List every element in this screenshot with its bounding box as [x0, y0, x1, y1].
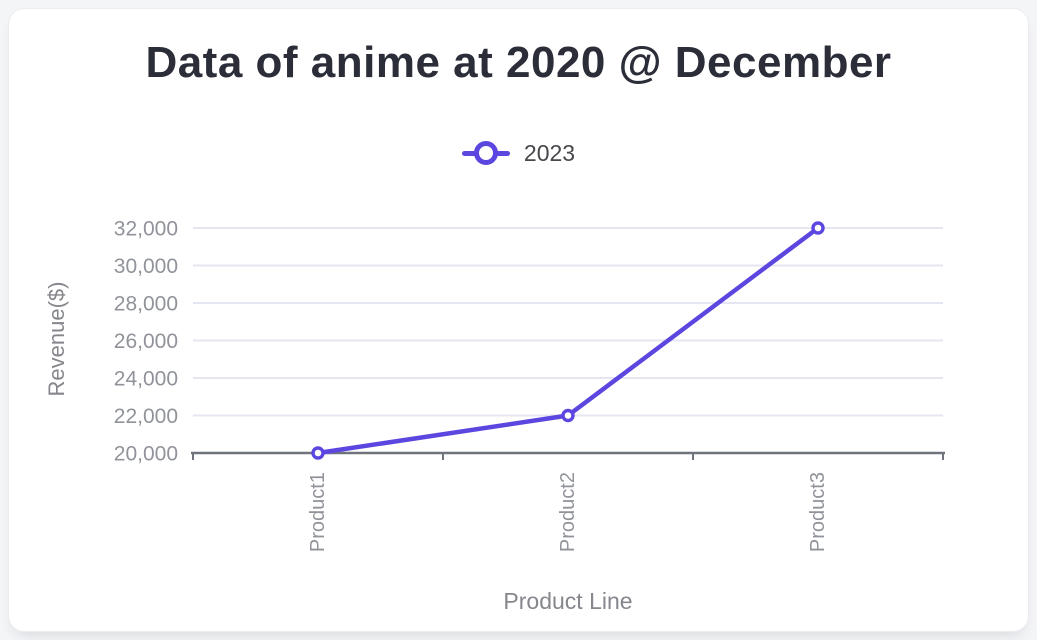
chart-title: Data of anime at 2020 @ December — [145, 38, 892, 87]
x-tick-label: Product1 — [307, 472, 329, 552]
data-point — [561, 408, 575, 423]
y-tick-label: 30,000 — [114, 255, 178, 278]
x-axis-title: Product Line — [503, 588, 633, 614]
x-tick-label: Product2 — [557, 472, 579, 552]
y-axis-title: Revenue($) — [44, 281, 69, 397]
y-tick-label: 26,000 — [114, 330, 178, 353]
chart-card — [8, 8, 1029, 632]
y-tick-label: 32,000 — [114, 218, 178, 241]
y-tick-label: 20,000 — [114, 443, 178, 466]
data-point — [811, 221, 825, 235]
data-point — [311, 446, 325, 460]
x-tick-label: Product3 — [807, 472, 829, 552]
legend-circle-icon — [473, 141, 498, 165]
y-tick-label: 22,000 — [114, 405, 178, 428]
y-tick-label: 28,000 — [114, 293, 178, 316]
legend-label: 2023 — [523, 139, 576, 166]
legend-item-2023[interactable]: 2023 — [0, 138, 1037, 168]
legend-line-marker-icon — [461, 141, 510, 165]
y-tick-label: 24,000 — [114, 368, 178, 391]
